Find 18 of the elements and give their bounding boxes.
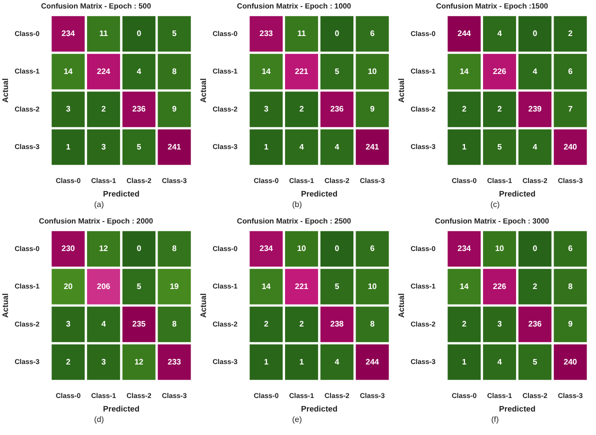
y-axis-title: Actual xyxy=(1,293,10,318)
text: (e) xyxy=(291,415,303,426)
y-axis-title: Actual xyxy=(397,293,406,318)
x-axis-title: Predicted xyxy=(499,404,536,414)
x-axis-title: Predicted xyxy=(103,404,140,414)
text: (f) xyxy=(490,415,500,426)
y-axis-title: Actual xyxy=(199,293,208,318)
x-axis-title: Predicted xyxy=(301,189,338,198)
x-axis-title: Predicted xyxy=(499,189,536,198)
y-axis-title: Actual xyxy=(1,78,10,103)
x-axis-title: Predicted xyxy=(301,404,338,414)
text: (d) xyxy=(93,415,105,426)
text: (a) xyxy=(93,200,105,211)
text: (b) xyxy=(291,200,303,211)
text: (c) xyxy=(489,200,501,211)
y-axis-title: Actual xyxy=(397,78,406,103)
x-axis-title: Predicted xyxy=(103,189,140,198)
y-axis-title: Actual xyxy=(199,78,208,103)
